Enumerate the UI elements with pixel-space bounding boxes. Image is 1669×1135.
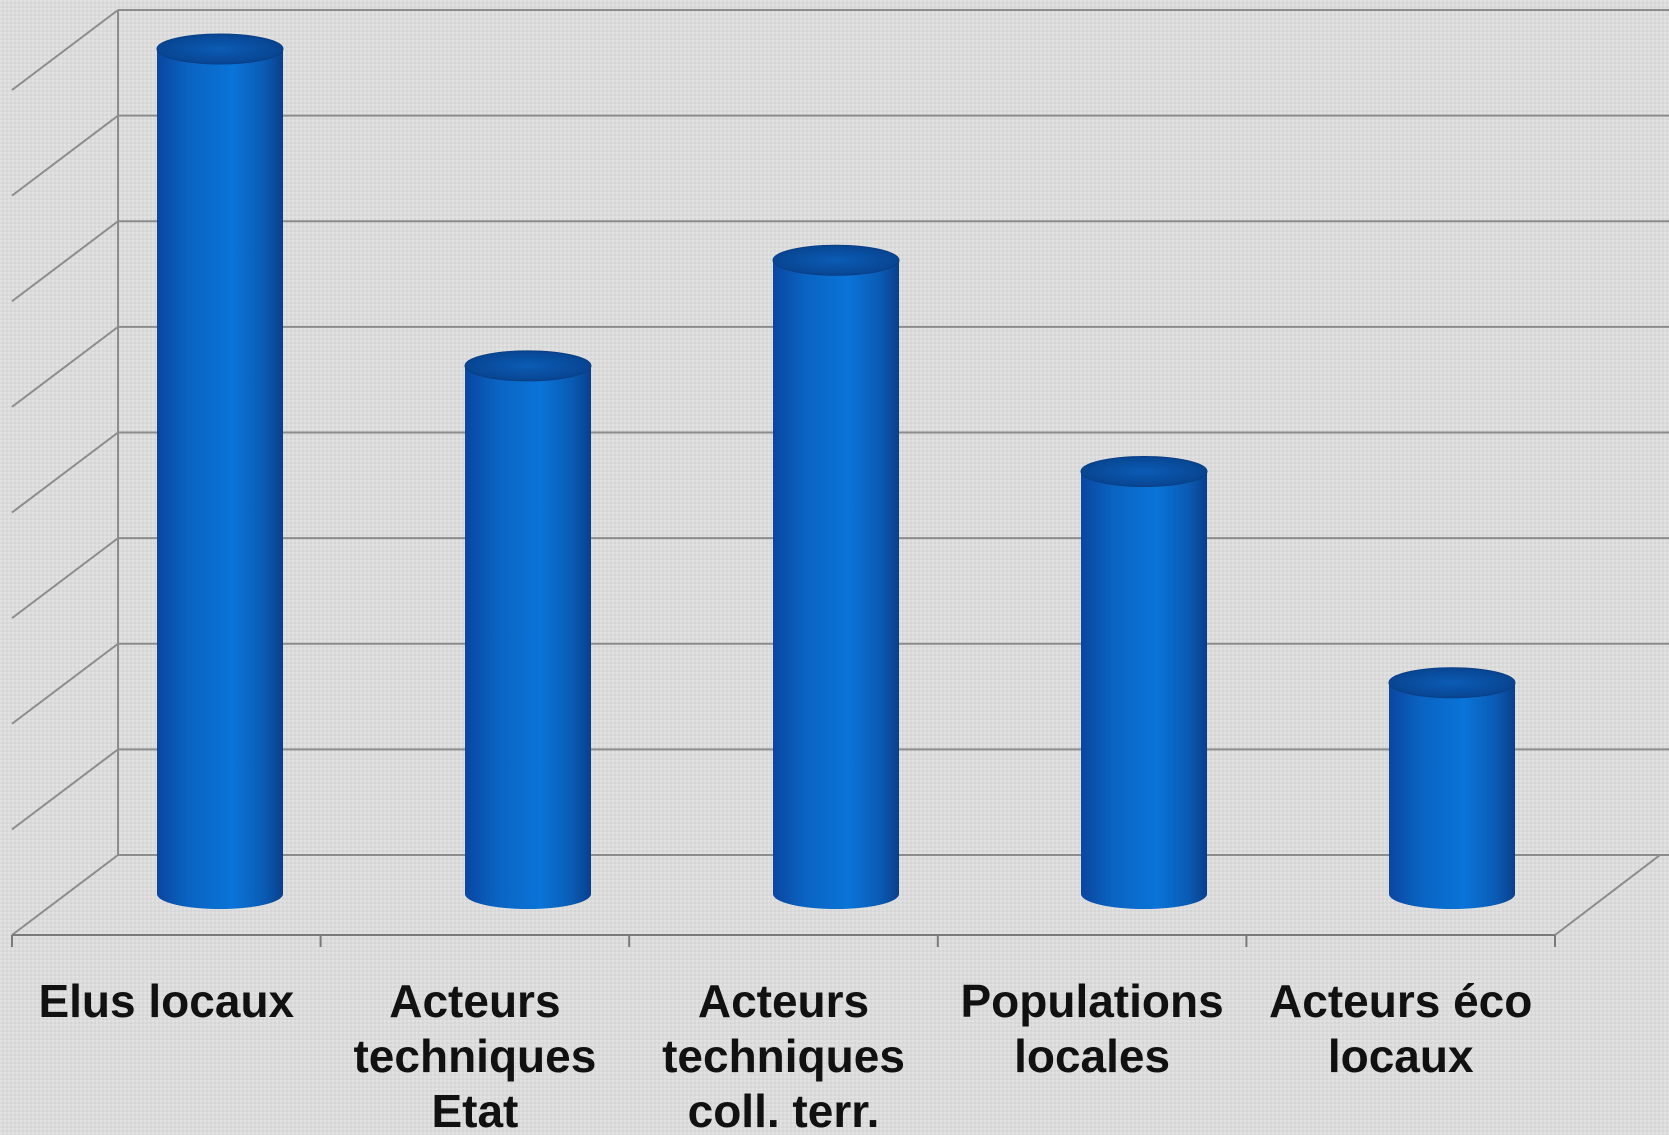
bar	[1388, 667, 1516, 909]
side-gridline	[11, 642, 119, 725]
x-tick-label: Acteurs	[389, 975, 560, 1027]
x-tick-label: locaux	[1328, 1030, 1474, 1082]
x-tick-label: Populations	[960, 975, 1223, 1027]
x-tick-label: locales	[1014, 1030, 1170, 1082]
bar	[1080, 456, 1208, 909]
floor-edge	[1554, 854, 1661, 936]
side-gridline	[11, 537, 119, 619]
side-gridline	[11, 114, 119, 197]
side-gridline	[11, 220, 119, 303]
bars	[156, 33, 1516, 909]
x-tick-label: Acteurs éco	[1269, 975, 1532, 1027]
x-tick-label: Acteurs	[698, 975, 869, 1027]
x-tick-label: Etat	[431, 1085, 518, 1135]
x-tick-label: techniques	[662, 1030, 905, 1082]
side-gridline	[11, 9, 119, 91]
bar	[464, 350, 592, 909]
bar	[772, 244, 900, 909]
x-tick-labels: Elus locaux ActeurstechniquesEtatActeurst…	[38, 975, 1532, 1135]
bar	[156, 33, 284, 909]
side-gridline	[11, 748, 119, 831]
side-gridline	[11, 431, 119, 514]
side-gridline	[11, 326, 119, 408]
x-tick-label: techniques	[353, 1030, 596, 1082]
x-tick-label: coll. terr.	[688, 1085, 880, 1135]
side-gridline	[11, 854, 119, 936]
x-axis	[11, 934, 1556, 947]
x-tick-label: Elus locaux	[38, 975, 294, 1027]
